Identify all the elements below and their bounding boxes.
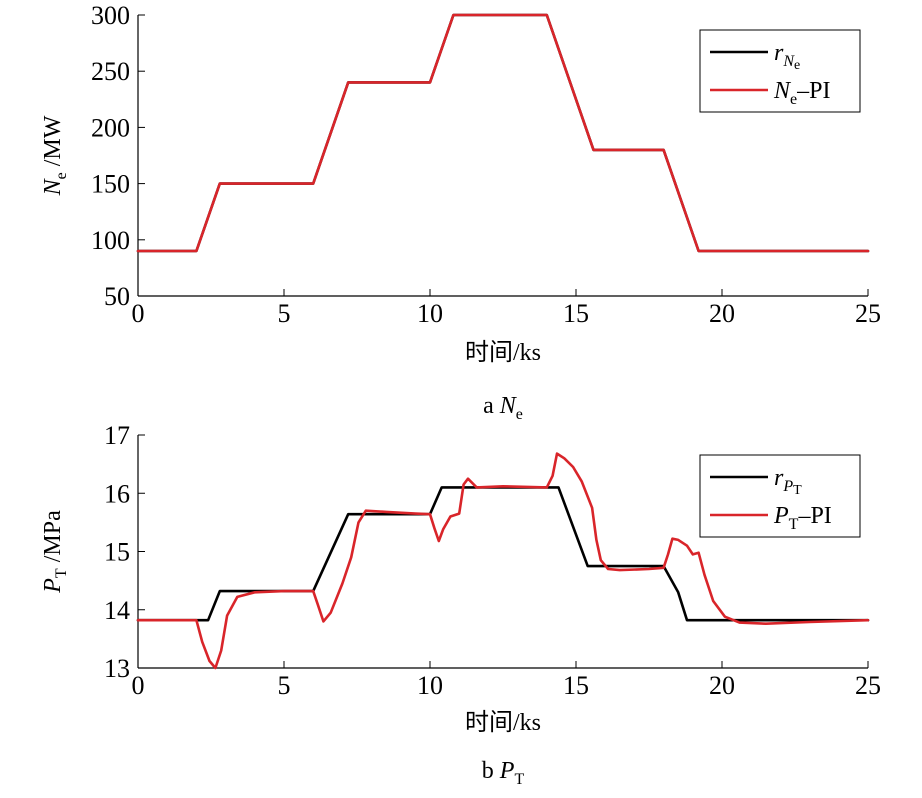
y-tick-label: 50 [104, 282, 130, 311]
y-tick-label: 13 [104, 654, 130, 683]
x-tick-label: 25 [855, 299, 881, 328]
series-line-1 [136, 13, 870, 253]
legend: rPT PT–PI [699, 454, 861, 538]
x-tick-label: 5 [278, 671, 291, 700]
series-line-0 [136, 486, 870, 622]
x-tick-label: 5 [278, 299, 291, 328]
y-tick-label: 250 [91, 57, 130, 86]
y-tick-label: 100 [91, 226, 130, 255]
chart-pt: 0 5 10 15 20 25 13 14 15 16 17 时间/ks PT /MPa b PT rPT P… [40, 421, 881, 788]
y-tick-label: 150 [91, 170, 130, 199]
legend: rNe Ne–PI [699, 29, 861, 113]
y-tick-label: 16 [104, 479, 130, 508]
x-axis-label: 时间/ks [465, 709, 541, 736]
series-line-1 [136, 452, 870, 670]
y-tick-label: 17 [104, 421, 130, 450]
y-tick-label: 200 [91, 113, 130, 142]
chart-caption: b PT [482, 758, 525, 788]
chart-ne: 0 5 10 15 20 25 50 100 150 200 250 300 时间/ks Ne /MW a … [40, 1, 881, 423]
x-tick-label: 0 [132, 671, 145, 700]
legend-box [699, 454, 861, 538]
legend-label-1: PT–PI [773, 503, 832, 533]
x-tick-label: 10 [417, 671, 443, 700]
x-tick-label: 15 [563, 299, 589, 328]
x-tick-label: 0 [132, 299, 145, 328]
legend-label-0: rPT [774, 465, 802, 498]
y-tick-label: 300 [91, 1, 130, 30]
x-tick-label: 10 [417, 299, 443, 328]
y-axis-label: PT /MPa [40, 510, 70, 594]
x-tick-label: 20 [709, 671, 735, 700]
legend-box [699, 29, 861, 113]
x-axis-label: 时间/ks [465, 339, 541, 366]
chart-caption: a Ne [483, 393, 523, 423]
y-tick-label: 14 [104, 596, 130, 625]
y-axis-label: Ne /MW [40, 115, 70, 196]
legend-label-0: rNe [774, 40, 800, 73]
x-tick-label: 15 [563, 671, 589, 700]
y-tick-label: 15 [104, 538, 130, 567]
legend-label-1: Ne–PI [773, 78, 830, 108]
x-tick-label: 20 [709, 299, 735, 328]
x-tick-label: 25 [855, 671, 881, 700]
